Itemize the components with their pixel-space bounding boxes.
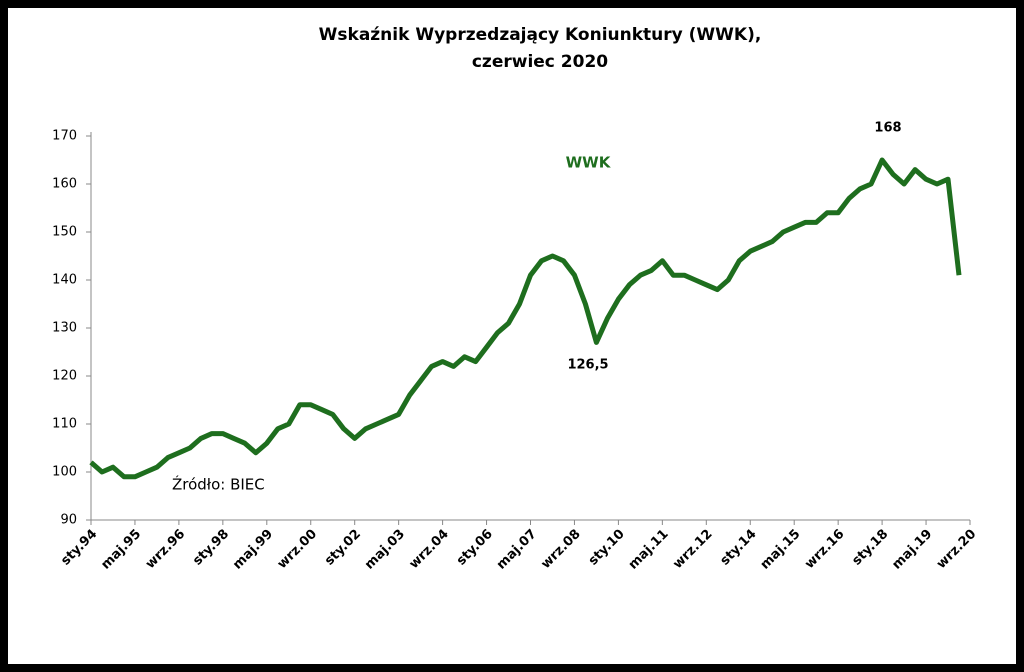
series-line [89,157,962,480]
y-tick-label: 120 [52,369,77,384]
series-label: WWK [566,154,612,172]
y-tick-label: 130 [52,321,77,336]
y-tick-label: 150 [52,225,77,240]
source-note: Źródło: BIEC [172,475,265,494]
annotation: 168 [874,121,901,136]
y-tick-label: 90 [60,513,77,528]
y-tick-label: 110 [52,417,77,432]
y-tick-label: 100 [52,465,77,480]
chart-subtitle: czerwiec 2020 [472,52,608,72]
annotation: 126,5 [567,358,608,373]
y-tick-label: 160 [52,177,77,192]
y-tick-label: 170 [52,129,77,144]
chart-title: Wskaźnik Wyprzedzający Koniunktury (WWK)… [319,25,762,45]
y-tick-label: 140 [52,273,77,288]
